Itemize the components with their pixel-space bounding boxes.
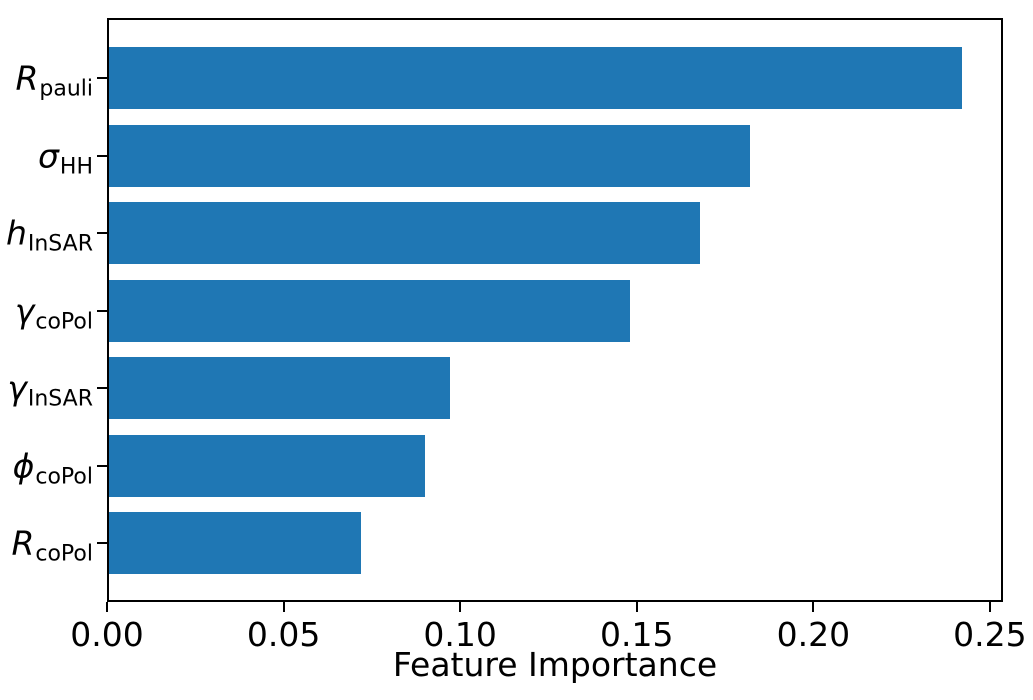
x-tick-mark — [812, 602, 815, 612]
x-axis-label: Feature Importance — [392, 645, 718, 684]
x-tick-label: 0.25 — [953, 615, 1027, 654]
bar-sigma-hh — [107, 124, 750, 187]
bar-gamma-copol — [107, 279, 630, 342]
y-tick-mark — [97, 232, 107, 234]
category-symbol: R — [15, 58, 39, 98]
category-subscript: HH — [59, 154, 93, 179]
bar-h-insar — [107, 202, 701, 264]
category-subscript: coPol — [35, 541, 93, 567]
y-tick-label-phi-copol: ϕcoPol — [0, 446, 93, 488]
category-subscript: InSAR — [27, 231, 93, 257]
bar-r-copol — [107, 512, 362, 574]
y-tick-label-r-copol: RcoPol — [0, 523, 93, 566]
y-tick-label-gamma-insar: γInSAR — [0, 368, 93, 411]
x-tick-mark — [988, 602, 991, 612]
x-tick-label: 0.00 — [70, 615, 144, 654]
y-tick-label-h-insar: hInSAR — [0, 213, 93, 256]
x-tick-mark — [459, 602, 462, 612]
y-tick-mark — [97, 542, 107, 544]
x-tick-label: 0.05 — [246, 615, 321, 654]
x-tick-label: 0.10 — [423, 615, 497, 654]
plot-area — [107, 18, 1003, 602]
y-tick-mark — [97, 154, 107, 157]
y-tick-mark — [97, 464, 107, 467]
y-tick-mark — [97, 77, 107, 79]
bar-r-pauli — [107, 47, 962, 109]
x-tick-label: 0.15 — [600, 615, 674, 654]
x-tick-mark — [106, 602, 108, 612]
x-tick-label: 0.20 — [776, 615, 851, 654]
category-symbol: γ — [7, 368, 27, 408]
category-subscript: coPol — [35, 309, 93, 334]
y-tick-label-sigma-hh: σHH — [0, 136, 93, 178]
category-symbol: σ — [37, 136, 59, 175]
x-tick-mark — [635, 602, 638, 612]
bar-phi-copol — [107, 434, 425, 497]
category-symbol: h — [5, 213, 27, 253]
y-tick-mark — [97, 387, 107, 389]
category-subscript: InSAR — [27, 386, 93, 412]
category-subscript: pauli — [39, 76, 93, 102]
category-symbol: γ — [14, 291, 35, 330]
bar-gamma-insar — [107, 357, 450, 419]
category-symbol: R — [11, 523, 35, 563]
x-tick-mark — [282, 602, 285, 612]
y-tick-label-r-pauli: Rpauli — [0, 58, 93, 101]
category-symbol: ϕ — [12, 446, 35, 485]
y-tick-mark — [97, 309, 107, 312]
category-subscript: coPol — [35, 464, 93, 489]
y-tick-label-gamma-copol: γcoPol — [0, 291, 93, 333]
